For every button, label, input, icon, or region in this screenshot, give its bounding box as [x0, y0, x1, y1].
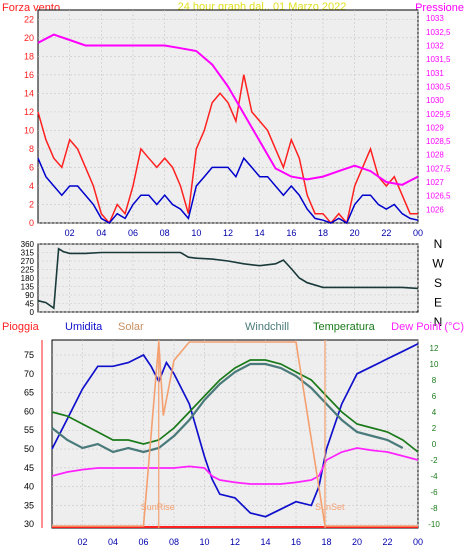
x-tick-label: 18 — [318, 228, 328, 238]
legend-umidita: Umidita — [65, 321, 103, 333]
compass-letter: E — [434, 296, 442, 310]
y-right-tick-label: -2 — [430, 456, 438, 465]
compass-letter: N — [434, 237, 443, 251]
y-left-tick-label: 40 — [24, 482, 34, 492]
y-right-tick-label: 4 — [432, 408, 437, 417]
x-tick-label: 08 — [169, 537, 179, 547]
x-tick-label: 18 — [321, 537, 331, 547]
y-left-tick-label: 70 — [24, 369, 34, 379]
legend-dew-point: Dew Point (°C) — [391, 321, 464, 333]
y-right-tick-label: 1033 — [426, 14, 444, 23]
x-tick-label: 12 — [230, 537, 240, 547]
y-tick-label: 270 — [21, 257, 35, 266]
y-left-tick-label: 16 — [24, 70, 34, 80]
y-left-tick-label: 18 — [24, 51, 34, 61]
x-tick-label: 04 — [108, 537, 118, 547]
y-right-tick-label: 1032,5 — [426, 28, 451, 37]
y-right-tick-label: 10 — [430, 360, 439, 369]
y-right-tick-label: 1030,5 — [426, 82, 451, 91]
y-right-tick-label: 1028 — [426, 151, 444, 160]
x-tick-label: 12 — [223, 228, 233, 238]
x-tick-label: 00 — [413, 537, 423, 547]
y-right-tick-label: 1031,5 — [426, 55, 451, 64]
x-tick-label: 02 — [65, 228, 75, 238]
y-right-tick-label: -8 — [430, 504, 438, 513]
x-tick-label: 10 — [199, 537, 209, 547]
y-tick-label: 90 — [25, 291, 34, 300]
x-tick-label: 22 — [381, 228, 391, 238]
compass-letter: S — [434, 276, 442, 290]
y-left-tick-label: 6 — [29, 162, 34, 172]
legend-windchill: Windchill — [245, 321, 289, 333]
compass-letter: W — [432, 257, 444, 271]
x-tick-label: 22 — [382, 537, 392, 547]
y-left-tick-label: 50 — [24, 444, 34, 454]
x-tick-label: 20 — [352, 537, 362, 547]
y-right-tick-label: 1031 — [426, 69, 444, 78]
x-tick-label: 06 — [138, 537, 148, 547]
legend-pioggia: Pioggia — [2, 321, 40, 333]
y-left-tick-label: 75 — [24, 350, 34, 360]
wind-pressure-panel: 02 04 06 08 10 12 14 16 18 20 22 000246810121416182… — [24, 10, 451, 238]
y-right-tick-label: 1030 — [426, 96, 444, 105]
y-left-tick-label: 4 — [29, 181, 34, 191]
y-right-tick-label: 1029 — [426, 123, 444, 132]
x-tick-label: 16 — [286, 228, 296, 238]
y-left-tick-label: 8 — [29, 144, 34, 154]
y-right-tick-label: 0 — [432, 440, 437, 449]
y-tick-label: 45 — [25, 300, 34, 309]
y-right-tick-label: 6 — [432, 392, 437, 401]
pressure-axis-label: Pressione — [415, 2, 464, 14]
y-tick-label: 135 — [21, 283, 35, 292]
y-tick-label: 360 — [21, 240, 35, 249]
y-right-tick-label: 1027,5 — [426, 164, 451, 173]
legend-temperatura: Temperatura — [313, 321, 376, 333]
x-tick-label: 16 — [291, 537, 301, 547]
x-tick-label: 04 — [96, 228, 106, 238]
y-left-tick-label: 0 — [29, 218, 34, 228]
x-tick-label: 14 — [260, 537, 270, 547]
y-left-tick-label: 30 — [24, 519, 34, 529]
y-left-tick-label: 22 — [24, 14, 34, 24]
temperature-humidity-panel: 02 04 06 08 10 12 14 16 18 20 22 003035404550556065… — [24, 340, 440, 547]
y-left-tick-label: 35 — [24, 500, 34, 510]
x-tick-label: 02 — [77, 537, 87, 547]
x-tick-label: 10 — [191, 228, 201, 238]
y-right-tick-label: 1026,5 — [426, 192, 451, 201]
y-left-tick-label: 65 — [24, 388, 34, 398]
y-left-tick-label: 20 — [24, 33, 34, 43]
y-right-tick-label: -6 — [430, 488, 438, 497]
sunrise-label: SunRise — [141, 502, 175, 512]
y-tick-label: 315 — [21, 249, 35, 258]
y-tick-label: 180 — [21, 274, 35, 283]
y-right-tick-label: 1028,5 — [426, 137, 451, 146]
y-tick-label: 0 — [30, 308, 35, 317]
x-tick-label: 00 — [413, 228, 423, 238]
y-right-tick-label: 2 — [432, 424, 437, 433]
y-left-tick-label: 55 — [24, 425, 34, 435]
x-tick-label: 20 — [350, 228, 360, 238]
x-tick-label: 08 — [160, 228, 170, 238]
y-right-tick-label: 8 — [432, 376, 437, 385]
sunset-label: SunSet — [315, 502, 345, 512]
y-right-tick-label: 1032 — [426, 42, 444, 51]
y-left-tick-label: 10 — [24, 125, 34, 135]
y-tick-label: 225 — [21, 266, 35, 275]
y-right-tick-label: -4 — [430, 472, 438, 481]
y-left-tick-label: 12 — [24, 107, 34, 117]
y-right-tick-label: 1027 — [426, 178, 444, 187]
y-right-tick-label: 1029,5 — [426, 110, 451, 119]
x-tick-label: 14 — [255, 228, 265, 238]
y-right-tick-label: 12 — [430, 344, 439, 353]
y-left-tick-label: 60 — [24, 406, 34, 416]
y-right-tick-label: -10 — [428, 520, 440, 529]
legend-solar: Solar — [118, 321, 144, 333]
y-left-tick-label: 14 — [24, 88, 34, 98]
y-left-tick-label: 2 — [29, 199, 34, 209]
y-right-tick-label: 1026 — [426, 205, 444, 214]
y-left-tick-label: 45 — [24, 463, 34, 473]
x-tick-label: 06 — [128, 228, 138, 238]
